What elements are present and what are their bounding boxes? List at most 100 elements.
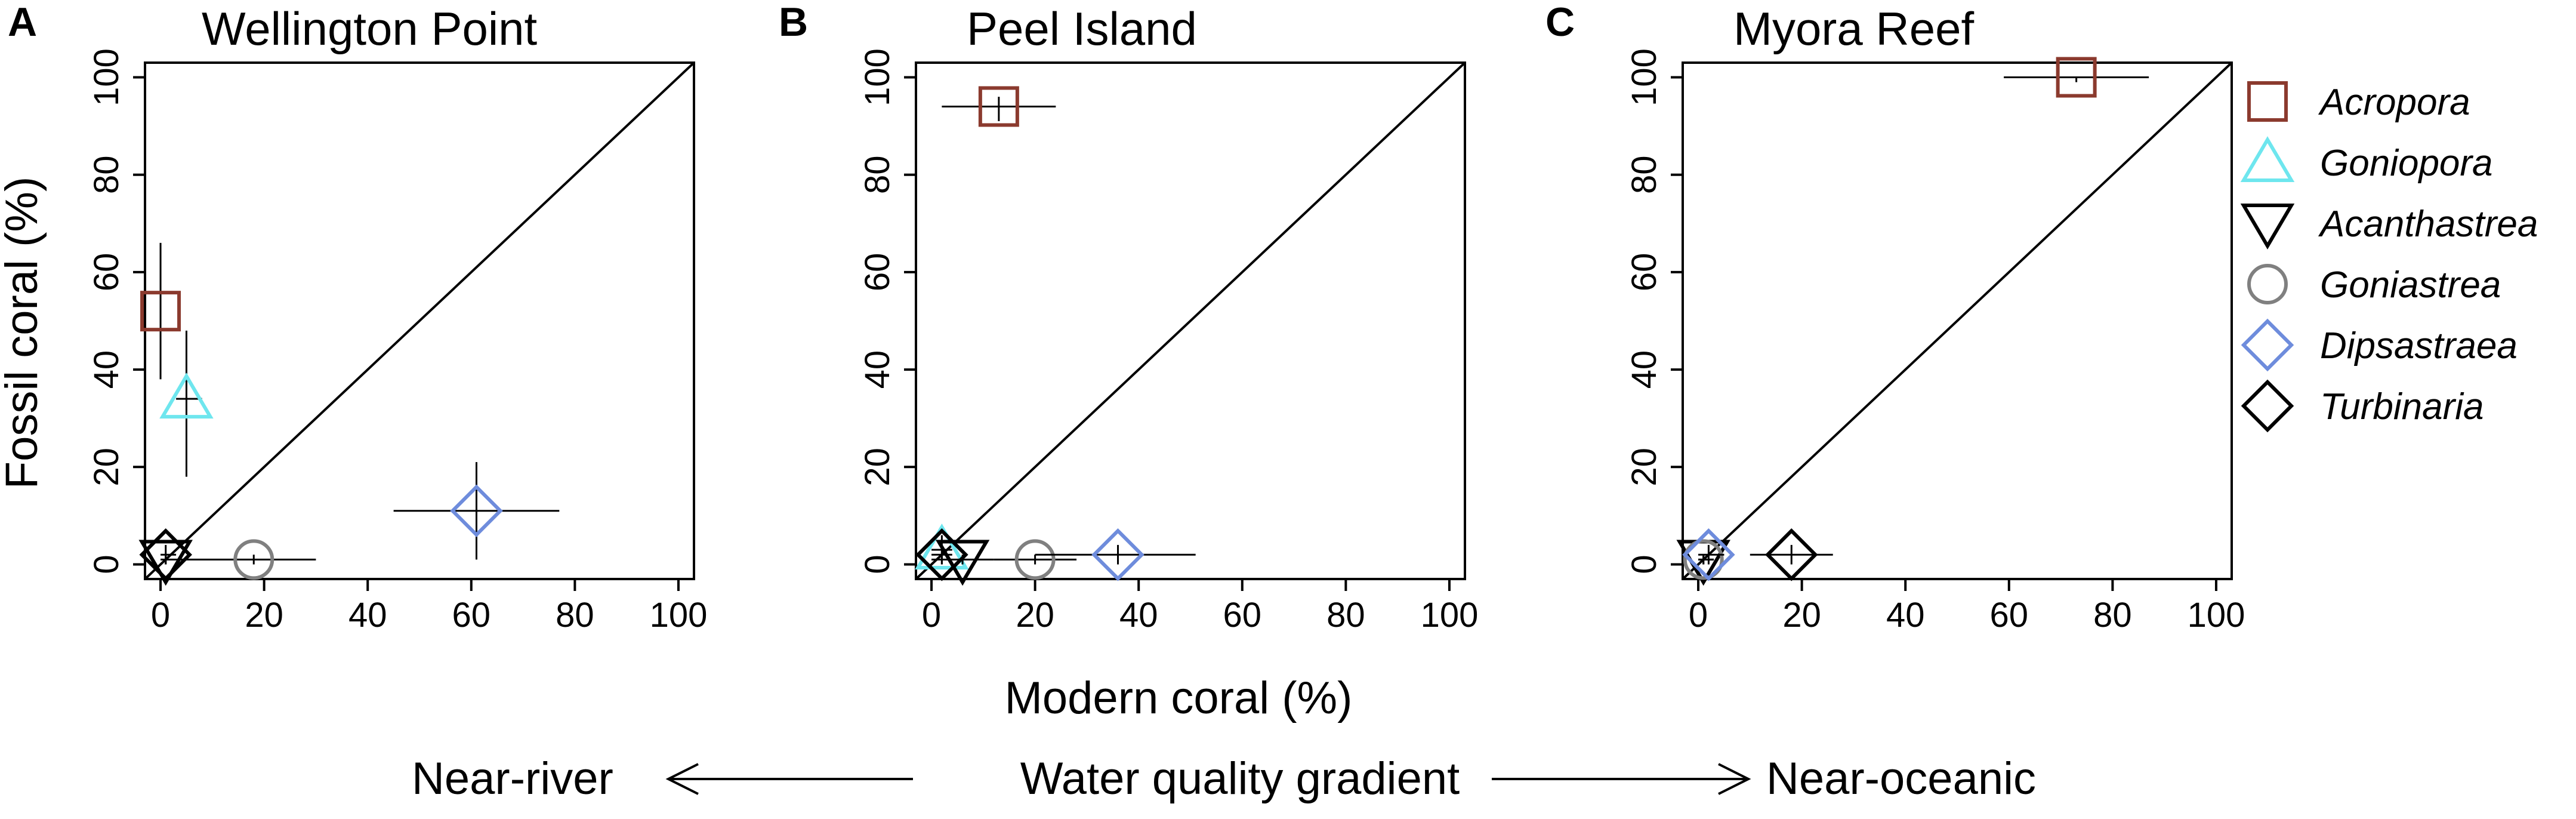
marker-turbinaria xyxy=(915,528,968,581)
x-tick-label: 0 xyxy=(151,596,170,635)
point-goniastrea xyxy=(176,539,316,580)
legend-item-dipsastraea: Dipsastraea xyxy=(2241,318,2518,372)
x-tick-label: 20 xyxy=(1782,596,1821,635)
x-tick-label: 20 xyxy=(245,596,283,635)
x-tick-label: 60 xyxy=(1223,596,1262,635)
marker-dipsastraea xyxy=(1682,528,1735,581)
marker-acanthastrea xyxy=(935,540,990,586)
x-tick-label: 0 xyxy=(922,596,941,635)
gradient-right-arrow-head xyxy=(1718,763,1751,795)
point-goniopora xyxy=(159,330,214,477)
y-axis-label: Fossil coral (%) xyxy=(0,177,47,489)
legend-item-turbinaria: Turbinaria xyxy=(2241,379,2484,433)
gradient-center-label: Water quality gradient xyxy=(1020,753,1460,804)
y-tick-label: 60 xyxy=(1625,253,1664,292)
legend-item-acropora: Acropora xyxy=(2247,81,2470,123)
panel-myora-reef: C Myora Reef 0 20 40 60 80 100 0 20 40 60 80 100 xyxy=(1545,0,2245,635)
gradient-left-arrow-head xyxy=(665,763,699,795)
legend-marker-dipsastraea xyxy=(2241,318,2294,372)
marker-acropora xyxy=(140,291,181,332)
legend-label-acanthastrea: Acanthastrea xyxy=(2318,204,2538,245)
legend-label-dipsastraea: Dipsastraea xyxy=(2320,325,2518,367)
legend-marker-turbinaria xyxy=(2241,379,2294,433)
x-tick-label: 0 xyxy=(1689,596,1708,635)
gradient-left-label: Near-river xyxy=(412,753,613,804)
x-tick-label: 80 xyxy=(2093,596,2132,635)
point-turbinaria xyxy=(915,528,968,581)
y-tick-label: 60 xyxy=(87,253,126,292)
one-to-one-line xyxy=(144,61,695,580)
y-tick-label: 0 xyxy=(87,555,126,574)
y-tick-label: 100 xyxy=(1625,48,1664,106)
x-tick-label: 40 xyxy=(1886,596,1925,635)
legend-item-acanthastrea: Acanthastrea xyxy=(2240,204,2538,250)
marker-goniopora xyxy=(159,372,214,419)
panel-label-b: B xyxy=(779,0,808,45)
y-tick-label: 40 xyxy=(858,350,897,389)
point-dipsastraea xyxy=(1035,528,1196,581)
point-turbinaria xyxy=(139,528,192,581)
panel-label-a: A xyxy=(8,0,37,45)
x-tick-label: 80 xyxy=(556,596,594,635)
legend-marker-acropora xyxy=(2247,81,2288,122)
marker-goniopora xyxy=(915,524,969,570)
water-quality-gradient: Near-river Water quality gradient Near-o… xyxy=(412,753,2036,804)
marker-acanthastrea xyxy=(138,540,193,586)
point-acropora xyxy=(2004,57,2149,98)
y-tick-label: 80 xyxy=(1625,155,1664,194)
marker-goniastrea xyxy=(1683,539,1724,580)
y-tick-label: 80 xyxy=(87,155,126,194)
point-goniastrea xyxy=(994,539,1077,580)
panel-title-wellington-point: Wellington Point xyxy=(202,2,538,55)
y-tick-label: 40 xyxy=(87,350,126,389)
marker-dipsastraea xyxy=(1091,528,1144,581)
one-to-one-line xyxy=(1682,61,2233,580)
marker-acropora xyxy=(2056,57,2097,98)
y-tick-label: 100 xyxy=(858,48,897,106)
legend: Acropora Goniopora Acanthastrea Goniastrea D… xyxy=(2240,81,2538,433)
y-tick-label: 0 xyxy=(1625,555,1664,574)
legend-label-goniopora: Goniopora xyxy=(2320,143,2493,184)
x-tick-label: 60 xyxy=(452,596,491,635)
x-tick-label: 40 xyxy=(348,596,387,635)
y-tick-label: 60 xyxy=(858,253,897,292)
x-axis-label: Modern coral (%) xyxy=(1005,673,1353,723)
x-tick-label: 20 xyxy=(1016,596,1054,635)
gradient-right-label: Near-oceanic xyxy=(1766,753,2036,804)
panel-label-c: C xyxy=(1545,0,1575,45)
marker-turbinaria xyxy=(1765,528,1818,581)
legend-item-goniastrea: Goniastrea xyxy=(2247,264,2501,306)
x-tick-label: 100 xyxy=(1421,596,1479,635)
x-tick-label: 100 xyxy=(650,596,708,635)
legend-item-goniopora: Goniopora xyxy=(2240,136,2493,184)
marker-dipsastraea xyxy=(450,484,503,537)
x-tick-label: 40 xyxy=(1119,596,1158,635)
panels-layer: A Wellington Point 0 20 40 60 80 100 0 20 40 60 80 10… xyxy=(0,0,2245,723)
point-turbinaria xyxy=(1750,528,1833,581)
point-acropora xyxy=(942,86,1056,127)
panel-title-peel-island: Peel Island xyxy=(967,2,1197,55)
point-goniastrea xyxy=(1683,539,1724,580)
legend-marker-acanthastrea xyxy=(2240,204,2295,250)
y-tick-label: 40 xyxy=(1625,350,1664,389)
panel-peel-island: B Peel Island 0 20 40 60 80 100 0 20 40 60 80 100 Mode… xyxy=(779,0,1478,723)
marker-acropora xyxy=(978,86,1019,127)
panel-wellington-point: A Wellington Point 0 20 40 60 80 100 0 20 40 60 80 10… xyxy=(0,0,707,635)
legend-label-goniastrea: Goniastrea xyxy=(2320,264,2501,306)
legend-label-acropora: Acropora xyxy=(2318,82,2470,123)
marker-goniastrea xyxy=(233,539,274,580)
panel-title-myora-reef: Myora Reef xyxy=(1733,2,1974,55)
x-tick-label: 80 xyxy=(1326,596,1365,635)
x-tick-label: 100 xyxy=(2188,596,2245,635)
y-tick-label: 100 xyxy=(87,48,126,106)
y-tick-label: 20 xyxy=(858,448,897,487)
marker-turbinaria xyxy=(139,528,192,581)
legend-marker-goniopora xyxy=(2240,136,2295,182)
point-dipsastraea xyxy=(1682,528,1735,581)
legend-marker-goniastrea xyxy=(2247,264,2288,304)
y-tick-label: 20 xyxy=(1625,448,1664,487)
legend-label-turbinaria: Turbinaria xyxy=(2320,386,2484,427)
y-tick-label: 80 xyxy=(858,155,897,194)
marker-goniastrea xyxy=(1014,539,1056,580)
